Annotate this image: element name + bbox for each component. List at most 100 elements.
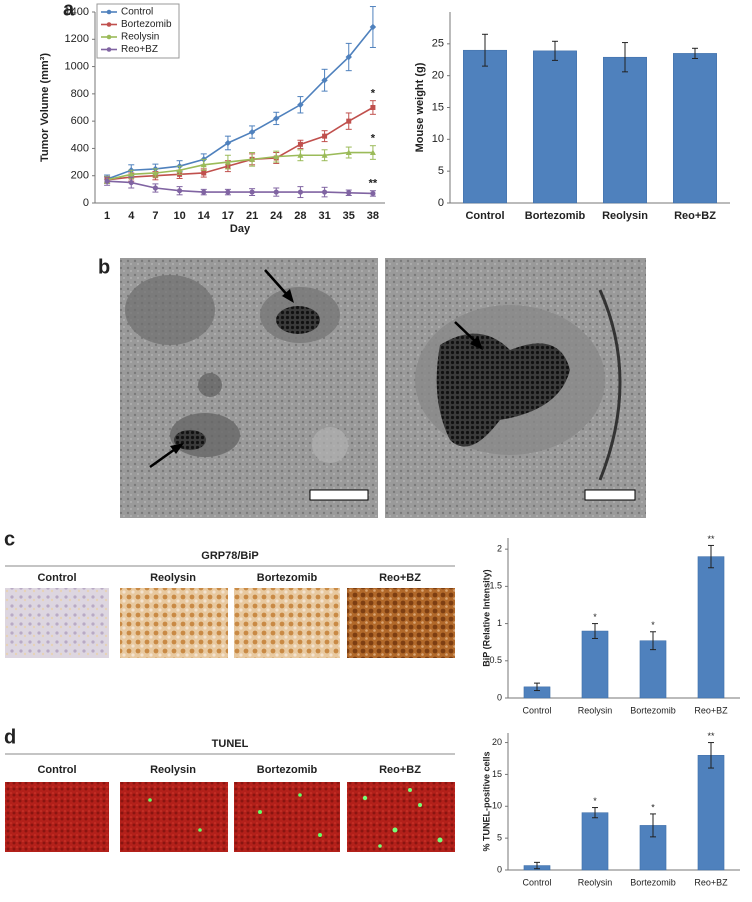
point [176, 188, 183, 194]
error-bar [534, 682, 540, 692]
bar [603, 56, 647, 204]
legend-marker [106, 22, 112, 27]
significance: * [593, 612, 597, 622]
panel-label: c [4, 528, 15, 550]
y-tick-label: 0 [497, 692, 502, 702]
point [297, 101, 304, 108]
legend-marker [106, 47, 112, 52]
image-label: Control [37, 572, 76, 584]
y-tick-label: 5 [497, 833, 502, 843]
y-tick-label: 0 [438, 197, 444, 209]
x-tick-label: 38 [367, 210, 379, 222]
y-tick-label: 1000 [65, 60, 89, 72]
x-tick-label: 24 [270, 210, 283, 222]
panel-label: b [98, 256, 110, 278]
point [321, 152, 328, 158]
significance: * [371, 133, 376, 145]
bar [463, 49, 507, 204]
x-tick-label: Reolysin [578, 877, 613, 887]
point [345, 53, 352, 61]
point [201, 170, 207, 176]
x-tick-label: 7 [152, 210, 158, 222]
point [224, 139, 232, 147]
point [297, 189, 304, 195]
point [152, 185, 159, 191]
image-label: Reo+BZ [379, 764, 421, 776]
point [370, 105, 376, 110]
y-tick-label: 400 [71, 142, 89, 154]
point [225, 189, 231, 195]
panel-label: a [63, 0, 75, 20]
x-tick-label: Reo+BZ [694, 877, 728, 887]
point [128, 179, 134, 186]
point [128, 171, 135, 177]
x-axis-label: Day [230, 223, 251, 235]
panel-label: d [4, 726, 16, 748]
significance: * [651, 802, 655, 812]
legend-label: Reo+BZ [121, 44, 158, 55]
ihc-image [234, 588, 340, 658]
x-tick-label: Bortezomib [525, 210, 586, 222]
point [201, 189, 207, 195]
tunel-image [347, 782, 455, 852]
micrograph [385, 258, 646, 518]
legend-marker [106, 34, 112, 40]
y-axis-label: % TUNEL-positive cells [481, 751, 491, 851]
error-bar [650, 631, 656, 651]
legend-label: Reolysin [121, 32, 159, 43]
y-tick-label: 1200 [65, 33, 89, 45]
x-tick-label: Bortezomib [630, 877, 676, 887]
significance: ** [707, 534, 715, 544]
x-tick-label: Reolysin [578, 705, 613, 715]
point [176, 167, 183, 173]
significance: * [593, 796, 597, 806]
tunel-image [234, 782, 340, 852]
point [346, 118, 352, 124]
point [249, 189, 255, 195]
point [370, 190, 376, 197]
y-tick-label: 5 [438, 165, 444, 177]
series-line [106, 151, 373, 181]
point [321, 189, 328, 195]
ihc-image [5, 588, 109, 658]
x-tick-label: 17 [222, 210, 234, 222]
point [346, 190, 352, 196]
y-tick-label: 10 [432, 133, 444, 145]
error-bar [552, 40, 558, 61]
error-bar [708, 742, 714, 769]
point [322, 133, 328, 139]
y-tick-label: 0 [83, 197, 89, 209]
point [297, 141, 303, 147]
x-tick-label: 1 [104, 210, 110, 222]
section-title: GRP78/BiP [201, 550, 258, 562]
error-bar [482, 33, 488, 67]
point [224, 159, 231, 165]
bar [581, 630, 609, 699]
legend-label: Bortezomib [121, 19, 172, 30]
x-tick-label: Reo+BZ [674, 210, 716, 222]
image-label: Bortezomib [257, 764, 318, 776]
legend-label: Control [121, 7, 153, 18]
x-tick-label: 35 [343, 210, 355, 222]
tunel-image [5, 782, 109, 852]
image-label: Control [37, 764, 76, 776]
series-line [106, 106, 374, 181]
y-tick-label: 800 [71, 88, 89, 100]
x-tick-label: Control [465, 210, 504, 222]
bar [533, 50, 577, 204]
point [273, 153, 280, 160]
x-tick-label: 4 [128, 210, 135, 222]
point [104, 178, 110, 184]
x-tick-label: Reolysin [602, 210, 648, 222]
image-label: Bortezomib [257, 572, 318, 584]
error-bar [592, 807, 598, 819]
point [248, 128, 256, 136]
point [369, 149, 376, 156]
section-title: TUNEL [212, 738, 249, 750]
x-tick-label: 14 [198, 210, 211, 222]
significance: * [371, 88, 376, 100]
y-tick-label: 0 [497, 864, 502, 874]
micrograph [120, 258, 378, 518]
y-axis-label: BiP (Relative Intensity) [481, 569, 491, 666]
